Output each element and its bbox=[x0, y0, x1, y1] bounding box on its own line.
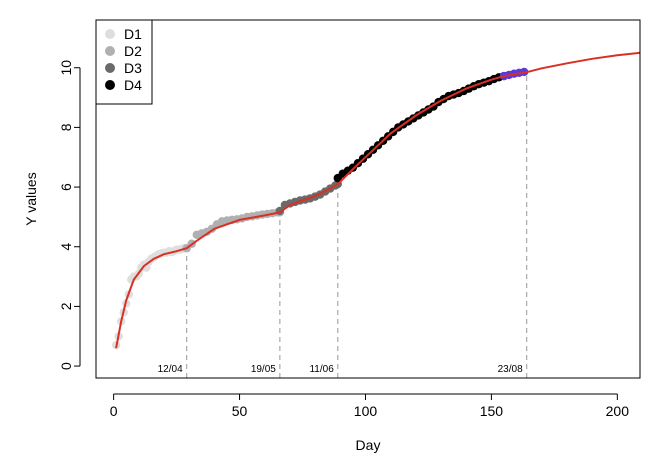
y-axis: 0 2 4 6 8 10 bbox=[58, 60, 81, 370]
y-tick-label-4: 6 bbox=[58, 183, 74, 191]
legend-label-d1: D1 bbox=[124, 26, 142, 42]
vertical-markers: 12/04 19/05 11/06 23/08 bbox=[158, 72, 528, 378]
legend-swatch-d1 bbox=[105, 29, 115, 39]
marker-label-2: 19/05 bbox=[251, 364, 276, 375]
y-tick-label-2: 2 bbox=[58, 302, 74, 310]
marker-label-3: 11/06 bbox=[309, 364, 334, 375]
marker-label-1: 12/04 bbox=[158, 364, 183, 375]
fit-curve bbox=[115, 51, 641, 349]
y-tick-label-1: 0 bbox=[58, 362, 74, 370]
x-tick-label-1: 0 bbox=[110, 403, 118, 419]
legend-swatch-d2 bbox=[105, 46, 115, 56]
legend-label-d2: D2 bbox=[124, 43, 142, 59]
plot-frame bbox=[95, 19, 641, 379]
x-tick-label-5: 200 bbox=[606, 403, 630, 419]
data-points bbox=[111, 67, 529, 350]
legend-label-d4: D4 bbox=[124, 77, 142, 93]
legend-swatch-d4 bbox=[105, 80, 115, 90]
x-tick-label-3: 100 bbox=[354, 403, 378, 419]
y-tick-label-6: 10 bbox=[58, 60, 74, 76]
legend-swatch-d3 bbox=[105, 63, 115, 73]
x-axis: 0 50 100 150 200 bbox=[110, 393, 630, 419]
legend-label-d3: D3 bbox=[124, 60, 142, 76]
x-tick-label-2: 50 bbox=[232, 403, 248, 419]
marker-label-4: 23/08 bbox=[498, 364, 523, 375]
x-tick-label-4: 150 bbox=[480, 403, 504, 419]
fit-curve-group bbox=[115, 51, 641, 349]
y-tick-label-5: 8 bbox=[58, 123, 74, 131]
y-tick-label-3: 4 bbox=[58, 243, 74, 251]
y-axis-label: Y values bbox=[23, 172, 39, 225]
x-axis-label: Day bbox=[356, 437, 381, 453]
